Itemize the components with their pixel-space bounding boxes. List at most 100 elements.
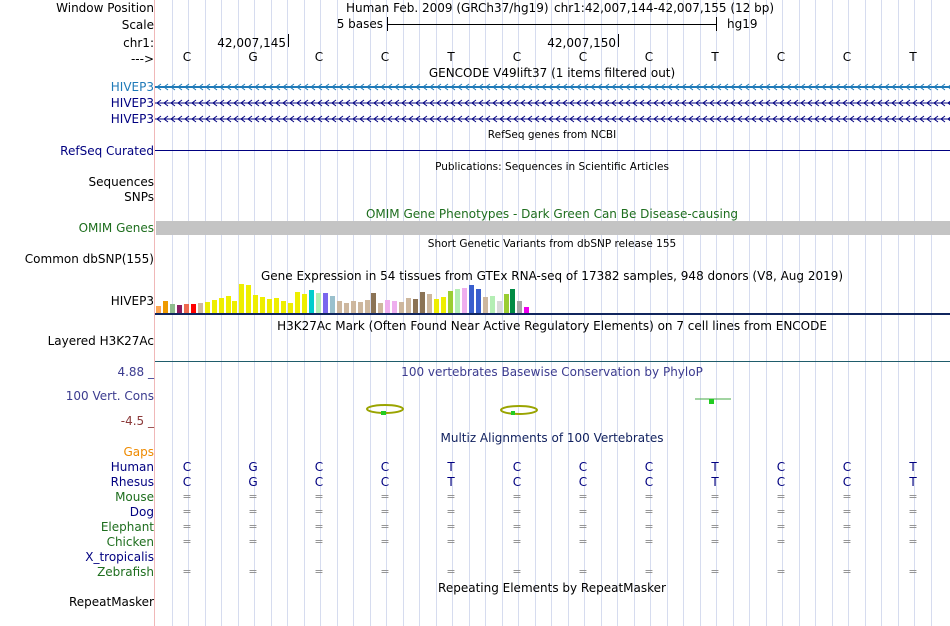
gtex-tissue-bar[interactable] (378, 303, 384, 313)
refseq-gene-line[interactable] (155, 150, 950, 151)
gtex-tissue-bar[interactable] (211, 300, 217, 313)
gtex-tissue-bar[interactable] (232, 301, 238, 313)
gtex-tissue-bar[interactable] (281, 301, 287, 313)
h3k27ac-track-label[interactable]: Layered H3K27Ac (47, 334, 154, 348)
multiz-species-label[interactable]: Rhesus (110, 475, 154, 489)
gtex-tissue-bar[interactable] (489, 296, 495, 313)
reference-base: C (578, 50, 588, 64)
gtex-tissue-bar[interactable] (364, 300, 370, 313)
refseq-track-label[interactable]: RefSeq Curated (60, 144, 154, 158)
multiz-match-mark: = (182, 520, 192, 533)
gtex-tissue-bar[interactable] (496, 301, 502, 313)
multiz-species-label[interactable]: Elephant (100, 520, 154, 534)
omim-track-label[interactable]: OMIM Genes (78, 221, 154, 235)
gtex-tissue-bar[interactable] (517, 301, 523, 313)
gtex-tissue-bar[interactable] (322, 293, 328, 313)
multiz-species-label[interactable]: Mouse (115, 490, 154, 504)
omim-gene-block[interactable] (156, 221, 950, 235)
gtex-tissue-bar[interactable] (225, 296, 231, 313)
multiz-match-mark: = (710, 520, 720, 533)
pubs-snps-label[interactable]: SNPs (124, 190, 154, 204)
gtex-tissue-bar[interactable] (295, 292, 300, 313)
gtex-tissue-bar[interactable] (169, 304, 175, 313)
gtex-track-label[interactable]: HIVEP3 (110, 294, 154, 308)
gtex-tissue-bar[interactable] (246, 285, 252, 313)
gtex-tissue-bar[interactable] (440, 297, 446, 313)
gtex-tissue-bar[interactable] (510, 289, 516, 313)
gtex-tissue-bar[interactable] (162, 301, 168, 313)
reference-base: T (711, 50, 719, 64)
gtex-tissue-bar[interactable] (329, 296, 335, 313)
gencode-gene-label-3[interactable]: HIVEP3 (110, 112, 154, 126)
gtex-tissue-bar[interactable] (468, 285, 474, 313)
gtex-tissue-bar[interactable] (461, 288, 467, 313)
gtex-tissue-bar[interactable] (434, 299, 439, 313)
gtex-tissue-bar[interactable] (385, 300, 391, 313)
reference-base: T (909, 50, 917, 64)
gtex-tissue-bar[interactable] (183, 304, 189, 313)
chr-label: chr1: (123, 36, 154, 50)
gtex-tissue-bar[interactable] (190, 304, 196, 313)
gencode-gene-lines[interactable] (155, 80, 950, 128)
gtex-tissue-bar[interactable] (267, 299, 273, 313)
gtex-tissue-bar[interactable] (253, 295, 259, 313)
gtex-tissue-bar[interactable] (399, 302, 405, 313)
reference-base: T (447, 50, 455, 64)
gtex-tissue-bar[interactable] (524, 307, 530, 313)
gtex-tissue-bar[interactable] (475, 289, 481, 313)
gtex-tissue-bar[interactable] (503, 294, 509, 313)
gtex-tissue-bar[interactable] (308, 290, 314, 313)
strand-arrow-label: ---> (130, 52, 154, 66)
gtex-tissue-bar[interactable] (197, 303, 203, 313)
gencode-gene-label-1[interactable]: HIVEP3 (110, 80, 154, 94)
gtex-tissue-bar[interactable] (176, 305, 182, 313)
multiz-gaps-label[interactable]: Gaps (123, 445, 154, 459)
gtex-tissue-bar[interactable] (315, 293, 321, 313)
gtex-tissue-bar[interactable] (260, 297, 266, 313)
gtex-tissue-bar[interactable] (454, 289, 460, 313)
pubs-sequences-label[interactable]: Sequences (88, 175, 154, 189)
gtex-tissue-bar[interactable] (274, 298, 280, 313)
gtex-tissue-bar[interactable] (350, 301, 356, 313)
gtex-tissue-bar[interactable] (392, 301, 398, 313)
multiz-species-label[interactable]: Human (110, 460, 154, 474)
gtex-tissue-bar[interactable] (371, 293, 377, 313)
multiz-species-label[interactable]: Zebrafish (97, 565, 154, 579)
gtex-tissue-bar[interactable] (301, 294, 307, 313)
gtex-tissue-bar[interactable] (447, 291, 453, 313)
multiz-species-label[interactable]: Dog (129, 505, 154, 519)
gtex-tissue-bar[interactable] (357, 302, 363, 313)
gtex-tissue-bar[interactable] (156, 306, 161, 313)
multiz-species-label[interactable]: Chicken (106, 535, 154, 549)
multiz-match-mark: = (578, 490, 588, 503)
gtex-tissue-bar[interactable] (406, 298, 412, 313)
multiz-match-mark: = (908, 520, 918, 533)
gencode-track-title: GENCODE V49lift37 (1 items filtered out) (428, 66, 676, 80)
gtex-tissue-bar[interactable] (336, 301, 342, 313)
gtex-tissue-bar[interactable] (413, 299, 419, 313)
gtex-tissue-bar[interactable] (288, 303, 294, 313)
phylop-track-label[interactable]: 100 Vert. Cons (65, 389, 154, 403)
dbsnp-track-title: Short Genetic Variants from dbSNP releas… (427, 238, 677, 250)
gtex-tissue-bar[interactable] (427, 294, 433, 313)
gtex-tissue-bar[interactable] (343, 303, 349, 313)
repeatmasker-track-label[interactable]: RepeatMasker (68, 595, 154, 609)
gtex-tissue-bar[interactable] (204, 302, 210, 313)
multiz-match-mark: = (908, 535, 918, 548)
gtex-expression-bars[interactable] (156, 284, 556, 313)
multiz-match-mark: = (578, 565, 588, 578)
gtex-tissue-bar[interactable] (482, 297, 488, 313)
gtex-tissue-bar[interactable] (239, 284, 245, 313)
multiz-match-mark: = (248, 520, 258, 533)
coord-tick-2 (618, 34, 619, 47)
phylop-plot[interactable] (155, 393, 950, 423)
reference-base: C (182, 50, 192, 64)
gtex-tissue-bar[interactable] (420, 292, 426, 313)
gencode-gene-label-2[interactable]: HIVEP3 (110, 96, 154, 110)
dbsnp-track-label[interactable]: Common dbSNP(155) (24, 252, 154, 266)
multiz-aligned-base: T (909, 475, 917, 489)
gtex-tissue-bar[interactable] (218, 298, 224, 313)
multiz-species-label[interactable]: X_tropicalis (85, 550, 154, 564)
gencode-strand-arrows (156, 99, 950, 107)
